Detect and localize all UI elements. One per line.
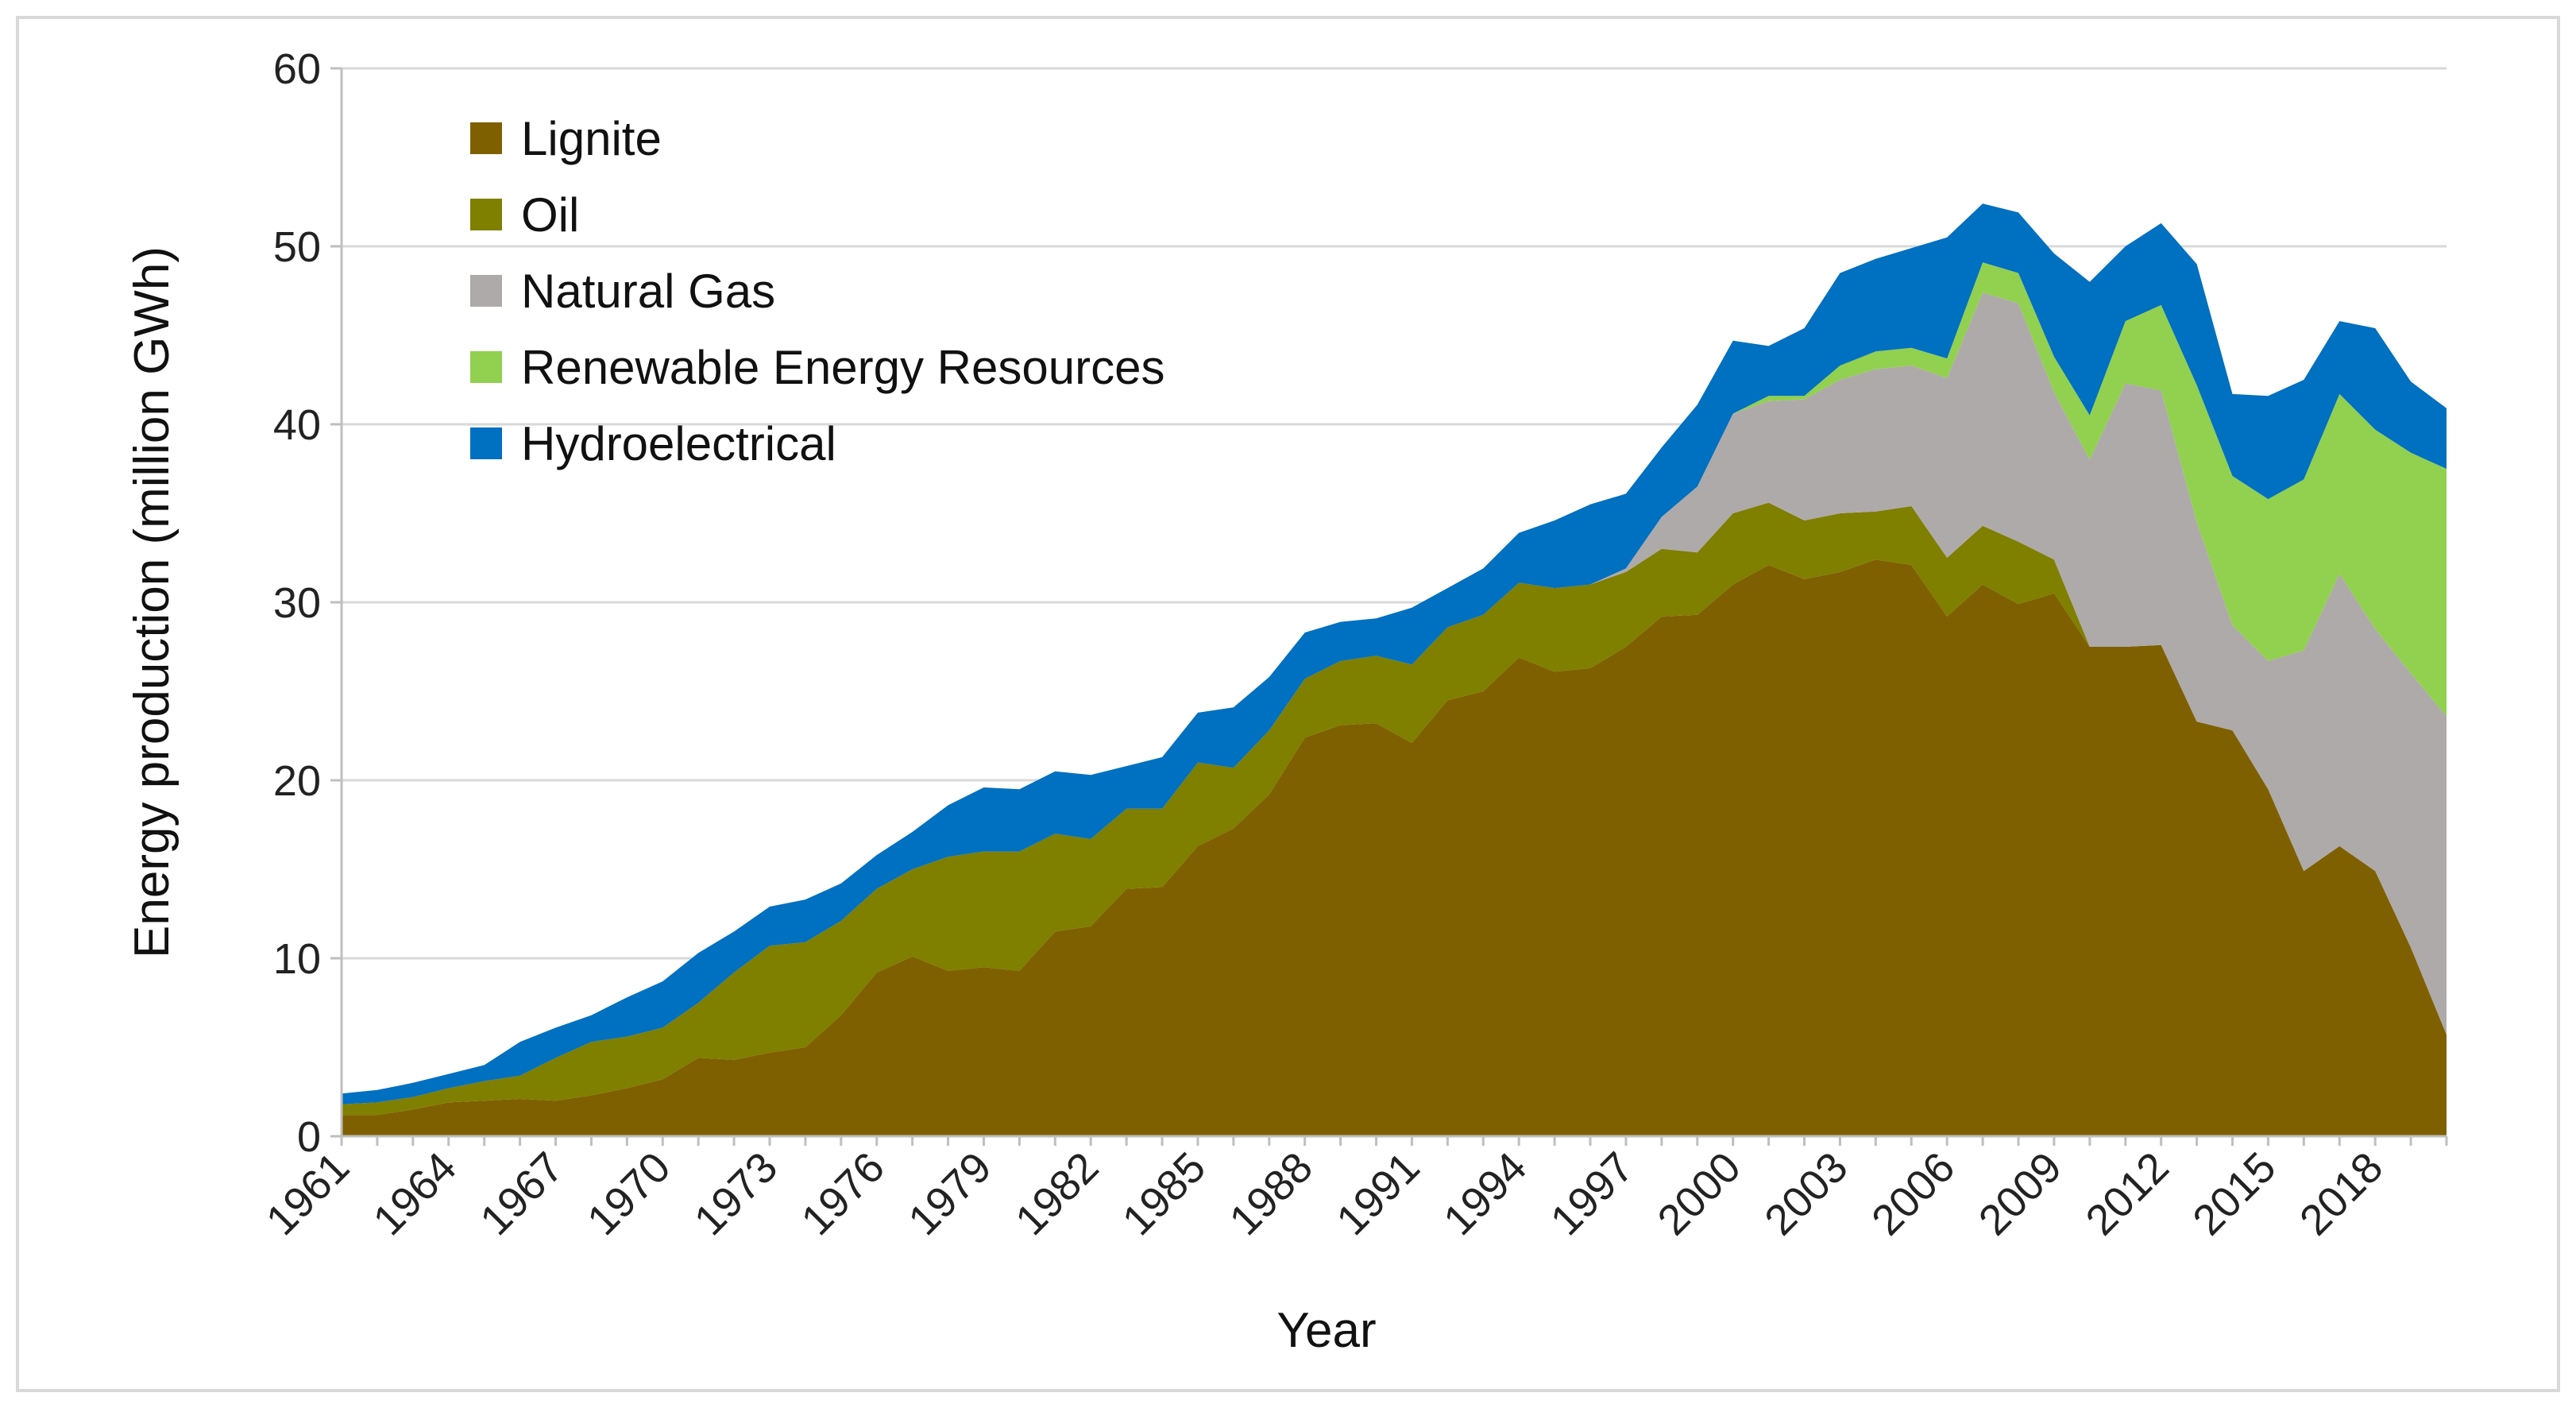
x-axis-title: Year	[1276, 1303, 1376, 1358]
x-tick-label-2009: 2009	[1970, 1143, 2071, 1244]
x-tick-label-2006: 2006	[1863, 1143, 1964, 1244]
x-tick-label-1979: 1979	[899, 1143, 1000, 1244]
x-tick-label-1967: 1967	[471, 1143, 572, 1244]
legend-swatch-oil	[470, 199, 502, 230]
area-hydroelectrical	[342, 203, 2447, 1104]
x-tick-label-1988: 1988	[1221, 1143, 1322, 1244]
x-tick-label-1976: 1976	[793, 1143, 894, 1244]
area-oil	[342, 502, 2447, 1116]
x-tick-label-2000: 2000	[1649, 1143, 1750, 1244]
x-tick-label-1997: 1997	[1542, 1143, 1643, 1244]
legend-swatch-renewable-energy-resources	[470, 351, 502, 383]
x-tick-label-1964: 1964	[365, 1143, 465, 1244]
x-tick-label-1991: 1991	[1327, 1143, 1428, 1244]
y-tick-label-60: 60	[273, 45, 321, 93]
x-tick-label-1973: 1973	[686, 1143, 786, 1244]
legend-label-renewable-energy-resources: Renewable Energy Resources	[521, 341, 1164, 394]
x-tick-label-1994: 1994	[1435, 1143, 1535, 1244]
x-tick-label-2018: 2018	[2291, 1143, 2392, 1244]
legend-swatch-natural-gas	[470, 275, 502, 307]
y-axis-title: Energy production (million GWh)	[125, 246, 180, 958]
area-natural-gas	[342, 292, 2447, 1104]
y-tick-label-10: 10	[273, 935, 321, 983]
x-tick-label-2012: 2012	[2077, 1143, 2178, 1244]
legend: Lignite Oil Natural Gas Renewable Energy Re…	[470, 112, 1164, 470]
y-tick-label-20: 20	[273, 757, 321, 805]
y-tick-label-50: 50	[273, 223, 321, 271]
legend-label-lignite: Lignite	[521, 112, 662, 165]
x-tick-label-2003: 2003	[1755, 1143, 1856, 1244]
y-tick-label-40: 40	[273, 401, 321, 449]
x-tick-label-2015: 2015	[2184, 1143, 2284, 1244]
legend-label-hydroelectrical: Hydroelectrical	[521, 417, 836, 470]
area-lignite	[342, 559, 2447, 1136]
legend-label-oil: Oil	[521, 188, 579, 242]
y-tick-label-30: 30	[273, 579, 321, 627]
legend-swatch-hydroelectrical	[470, 427, 502, 459]
x-tick-label-1970: 1970	[578, 1143, 679, 1244]
legend-label-natural-gas: Natural Gas	[521, 265, 775, 318]
x-tick-label-1985: 1985	[1114, 1143, 1215, 1244]
x-tick-label-1982: 1982	[1006, 1143, 1107, 1244]
y-tick-label-0: 0	[297, 1113, 321, 1161]
legend-swatch-lignite	[470, 122, 502, 154]
stacked-areas	[342, 203, 2447, 1136]
